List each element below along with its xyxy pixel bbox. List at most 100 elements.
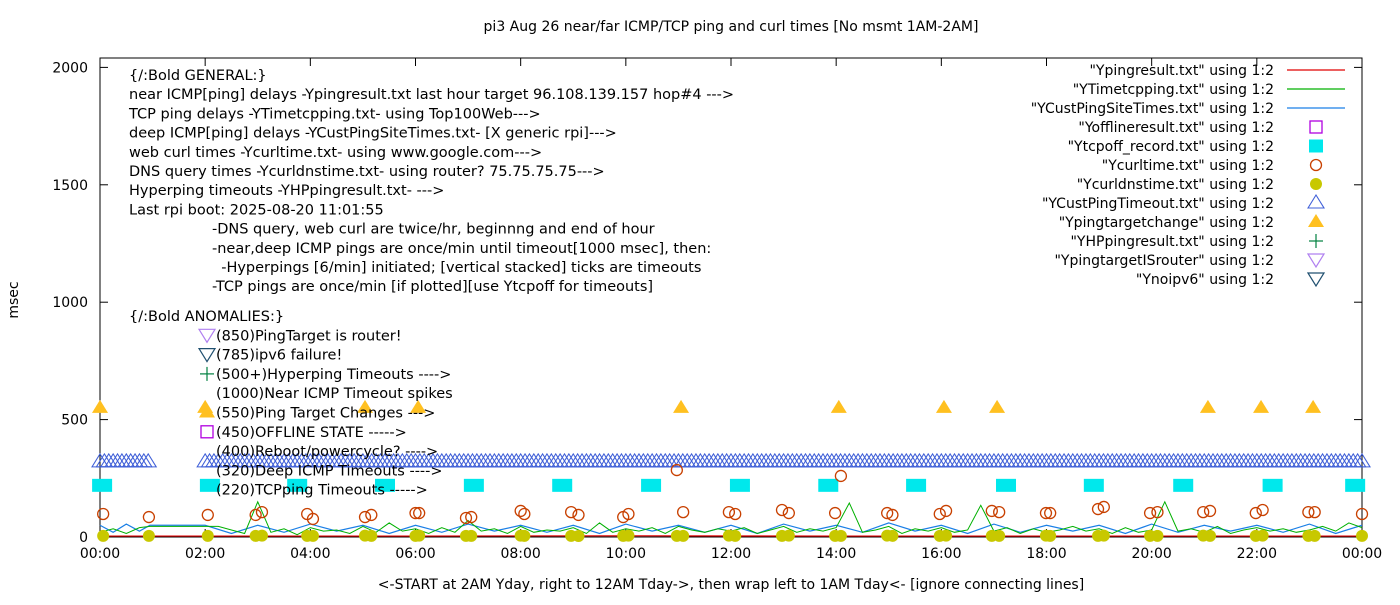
curl-time-point <box>566 507 577 518</box>
circle-filled-icon <box>886 530 898 542</box>
annotation-anomaly: (1000)Near ICMP Timeout spikes <box>216 386 453 402</box>
circle-open-icon <box>777 504 788 515</box>
circle-open-icon <box>566 507 577 518</box>
triangle-up-filled-icon <box>673 400 689 413</box>
curl-time-point <box>360 512 371 523</box>
curl-dns-time-point <box>573 530 585 542</box>
tcp-off-point <box>906 479 926 492</box>
circle-filled-icon <box>573 530 585 542</box>
circle-open-icon <box>994 507 1005 518</box>
x-tick-label: 18:00 <box>1026 546 1066 562</box>
legend-entry: "Ypingresult.txt" using 1:2 <box>1089 63 1345 79</box>
ping-target-change-point <box>1253 400 1269 413</box>
curl-time-point <box>1152 507 1163 518</box>
circle-open-icon <box>1303 507 1314 518</box>
square-filled-icon <box>818 479 838 492</box>
annotation-anomaly: (550)Ping Target Changes ---> <box>216 406 435 422</box>
circle-filled-icon <box>143 530 155 542</box>
legend-marker-sample <box>1309 234 1323 248</box>
circle-filled-icon <box>256 530 268 542</box>
circle-open-icon <box>941 505 952 516</box>
circle-open-icon <box>730 508 741 519</box>
ping-target-change-point <box>1305 400 1321 413</box>
tcp-off-point <box>818 479 838 492</box>
legend-entry: "Ynoipv6" using 1:2 <box>1136 272 1324 288</box>
annotation-general: TCP ping delays -YTimetcpping.txt- using… <box>128 106 541 122</box>
legend-marker-sample <box>1308 254 1324 267</box>
circle-filled-icon <box>835 530 847 542</box>
circle-open-icon <box>830 508 841 519</box>
tcp-off-point <box>1263 479 1283 492</box>
tcp-off-point <box>464 479 484 492</box>
ping-target-change-point <box>989 400 1005 413</box>
legend-entry: "Ypingtargetchange" using 1:2 <box>1059 214 1324 231</box>
triangle-down-open-icon <box>1308 273 1324 286</box>
curl-time-point <box>1250 508 1261 519</box>
curl-time-point <box>723 507 734 518</box>
annotation-anomaly: (220)TCPping Timeouts -----> <box>216 483 428 499</box>
circle-open-icon <box>723 507 734 518</box>
triangle-up-filled-icon <box>1200 400 1216 413</box>
annotation-anomaly: (850)PingTarget is router! <box>216 328 402 344</box>
curl-time-point <box>934 508 945 519</box>
annotation-anomalies-title: {/:Bold ANOMALIES:} <box>129 309 284 325</box>
curl-dns-time-point <box>256 530 268 542</box>
curl-dns-time-point <box>143 530 155 542</box>
annotation-note: -near,deep ICMP pings are once/min until… <box>212 241 711 257</box>
legend-marker-sample <box>1308 214 1324 227</box>
circle-filled-icon <box>993 530 1005 542</box>
triangle-up-open-icon <box>1308 195 1324 208</box>
triangle-down-open-lavender-icon <box>199 329 215 342</box>
x-tick-label: 02:00 <box>185 546 225 562</box>
square-filled-icon <box>92 479 112 492</box>
ping-target-change-point <box>1200 400 1216 413</box>
circle-filled-icon <box>307 530 319 542</box>
x-tick-label: 08:00 <box>500 546 540 562</box>
square-filled-icon <box>464 479 484 492</box>
curl-time-point <box>835 470 846 481</box>
triangle-up-filled-icon <box>989 400 1005 413</box>
curl-dns-time-point <box>1204 530 1216 542</box>
legend-marker-sample <box>1308 195 1324 208</box>
triangle-up-filled-icon <box>92 400 108 413</box>
square-filled-icon <box>1263 479 1283 492</box>
y-tick-label: 500 <box>61 413 88 429</box>
curl-dns-time-point <box>886 530 898 542</box>
triangle-up-filled-icon <box>1308 214 1324 227</box>
curl-dns-time-point <box>940 530 952 542</box>
legend-entry: "Ycurltime.txt" using 1:2 <box>1102 158 1322 174</box>
square-filled-icon <box>1173 479 1193 492</box>
circle-filled-icon <box>1204 530 1216 542</box>
y-axis-label: msec <box>6 281 22 318</box>
circle-open-icon <box>934 508 945 519</box>
curl-time-point <box>994 507 1005 518</box>
circle-open-icon <box>1250 508 1261 519</box>
annotation-general: DNS query times -Ycurldnstime.txt- using… <box>129 164 605 180</box>
legend-label: "YTimetcpping.txt" using 1:2 <box>1073 82 1274 98</box>
y-tick-label: 2000 <box>52 60 88 76</box>
circle-filled-icon <box>622 530 634 542</box>
triangle-up-filled-icon <box>1253 400 1269 413</box>
legend-label: "Yofflineresult.txt" using 1:2 <box>1078 120 1274 136</box>
annotation-anomaly: (500+)Hyperping Timeouts ----> <box>216 367 451 383</box>
legend-entry: "YTimetcpping.txt" using 1:2 <box>1073 82 1345 98</box>
legend-label: "YCustPingTimeout.txt" using 1:2 <box>1042 196 1274 212</box>
legend-label: "Ynoipv6" using 1:2 <box>1136 272 1274 288</box>
circle-open-icon <box>678 507 689 518</box>
curl-time-point <box>730 508 741 519</box>
x-tick-label: 00:00 <box>1342 546 1382 562</box>
circle-filled-icon <box>729 530 741 542</box>
curl-time-point <box>777 504 788 515</box>
circle-filled-icon <box>465 530 477 542</box>
curl-time-point <box>783 508 794 519</box>
circle-open-icon <box>1309 507 1320 518</box>
curl-dns-time-point <box>783 530 795 542</box>
square-open-icon <box>1310 121 1322 133</box>
tcp-off-point <box>996 479 1016 492</box>
legend-entry: "Yofflineresult.txt" using 1:2 <box>1078 120 1322 136</box>
curl-dns-time-point <box>307 530 319 542</box>
circle-filled-icon <box>1098 530 1110 542</box>
circle-filled-icon <box>1151 530 1163 542</box>
curl-time-point <box>1205 505 1216 516</box>
x-tick-label: 14:00 <box>816 546 856 562</box>
